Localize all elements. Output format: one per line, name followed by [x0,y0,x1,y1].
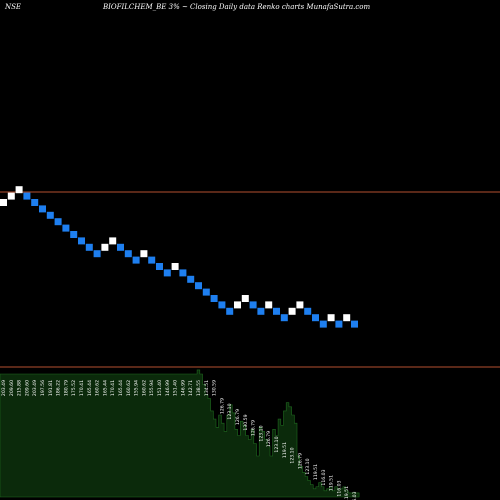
renko-brick [93,250,101,258]
renko-brick [163,269,171,277]
price-label: 203.49 [1,380,7,396]
renko-brick [0,199,7,206]
price-label: 119.51 [329,475,335,491]
price-label: 119.51 [282,442,288,458]
price-label: 119.51 [344,486,350,500]
renko-brick [171,263,179,270]
price-label: 116.03 [352,491,358,500]
price-label: 165.44 [102,380,108,396]
price-label: 123.10 [274,436,280,452]
price-label: 175.52 [71,380,77,396]
renko-brick [257,307,265,315]
renko-brick [343,314,351,322]
renko-brick [179,269,187,277]
renko-brick [351,320,358,328]
renko-brick [156,263,163,270]
price-label: 146.99 [165,380,171,396]
renko-brick [117,243,124,251]
price-label: 165.44 [118,380,124,396]
price-label: 209.60 [24,380,30,396]
renko-brick [140,250,148,258]
renko-brick [280,314,288,322]
renko-brick [109,237,117,245]
price-label: 123.10 [290,447,296,463]
renko-brick [70,231,78,238]
price-label: 151.40 [173,380,179,396]
renko-brick [148,256,156,264]
price-label: 170.41 [110,380,116,396]
renko-brick [187,275,195,283]
price-label: 146.99 [180,380,186,396]
price-label: 123.10 [258,425,264,441]
renko-brick [249,301,257,309]
price-label: 126.79 [297,453,303,469]
price-label: 138.55 [196,380,202,396]
price-label: 155.94 [149,380,155,396]
price-label: 160.62 [141,380,147,396]
price-label: 119.51 [313,464,319,480]
price-label: 126.79 [235,409,241,425]
price-label: 155.94 [134,380,140,396]
renko-brick [101,243,109,251]
renko-brick [78,237,85,245]
price-label: 191.81 [48,380,54,396]
renko-brick [39,205,46,213]
renko-brick [62,224,70,232]
renko-brick [335,320,343,328]
renko-brick [195,282,202,290]
price-label: 130.59 [212,380,218,396]
volume-area [0,369,360,498]
renko-brick [85,243,93,251]
price-label: 170.41 [79,380,85,396]
renko-brick [23,192,31,200]
price-label: 180.79 [63,380,69,396]
renko-brick [7,192,15,200]
exchange-label: NSE [5,3,22,11]
renko-brick [265,301,273,309]
price-label: 160.62 [126,380,132,396]
renko-brick [226,307,234,315]
renko-brick [132,256,140,264]
price-label: 126.79 [266,431,272,447]
renko-brick [124,250,132,258]
price-label: 123.10 [305,458,311,474]
renko-brick [31,199,39,206]
renko-brick [210,295,218,302]
price-label: 160.62 [95,380,101,396]
renko-brick [273,307,280,315]
renko-brick [15,186,23,194]
price-label: 126.79 [251,420,257,436]
price-label: 203.49 [32,380,38,396]
renko-brick [304,307,312,315]
renko-brick [46,211,54,219]
renko-brick [312,314,319,322]
renko-brick [234,301,241,309]
renko-brick [327,314,335,322]
price-label: 116.03 [336,480,342,496]
renko-brick [241,295,249,302]
price-label: 209.60 [9,380,15,396]
price-label: 165.44 [87,380,93,396]
price-label: 151.40 [157,380,163,396]
renko-brick [288,307,296,315]
renko-brick [54,218,62,226]
renko-brick [202,288,210,296]
price-label: 142.71 [188,380,194,396]
renko-brick [218,301,226,309]
price-label: 186.22 [56,380,62,396]
price-label: 215.88 [17,380,23,396]
renko-brick [296,301,304,309]
price-label: 130.59 [243,414,249,430]
renko-brick [319,320,327,328]
chart-title: BIOFILCHEM_BE 3% ~ Closing Daily data Re… [103,3,371,11]
price-label: 123.10 [227,403,233,419]
price-label: 126.79 [219,398,225,414]
price-label: 134.51 [204,380,210,396]
price-label: 116.03 [321,469,327,485]
price-label: 197.56 [40,380,46,396]
